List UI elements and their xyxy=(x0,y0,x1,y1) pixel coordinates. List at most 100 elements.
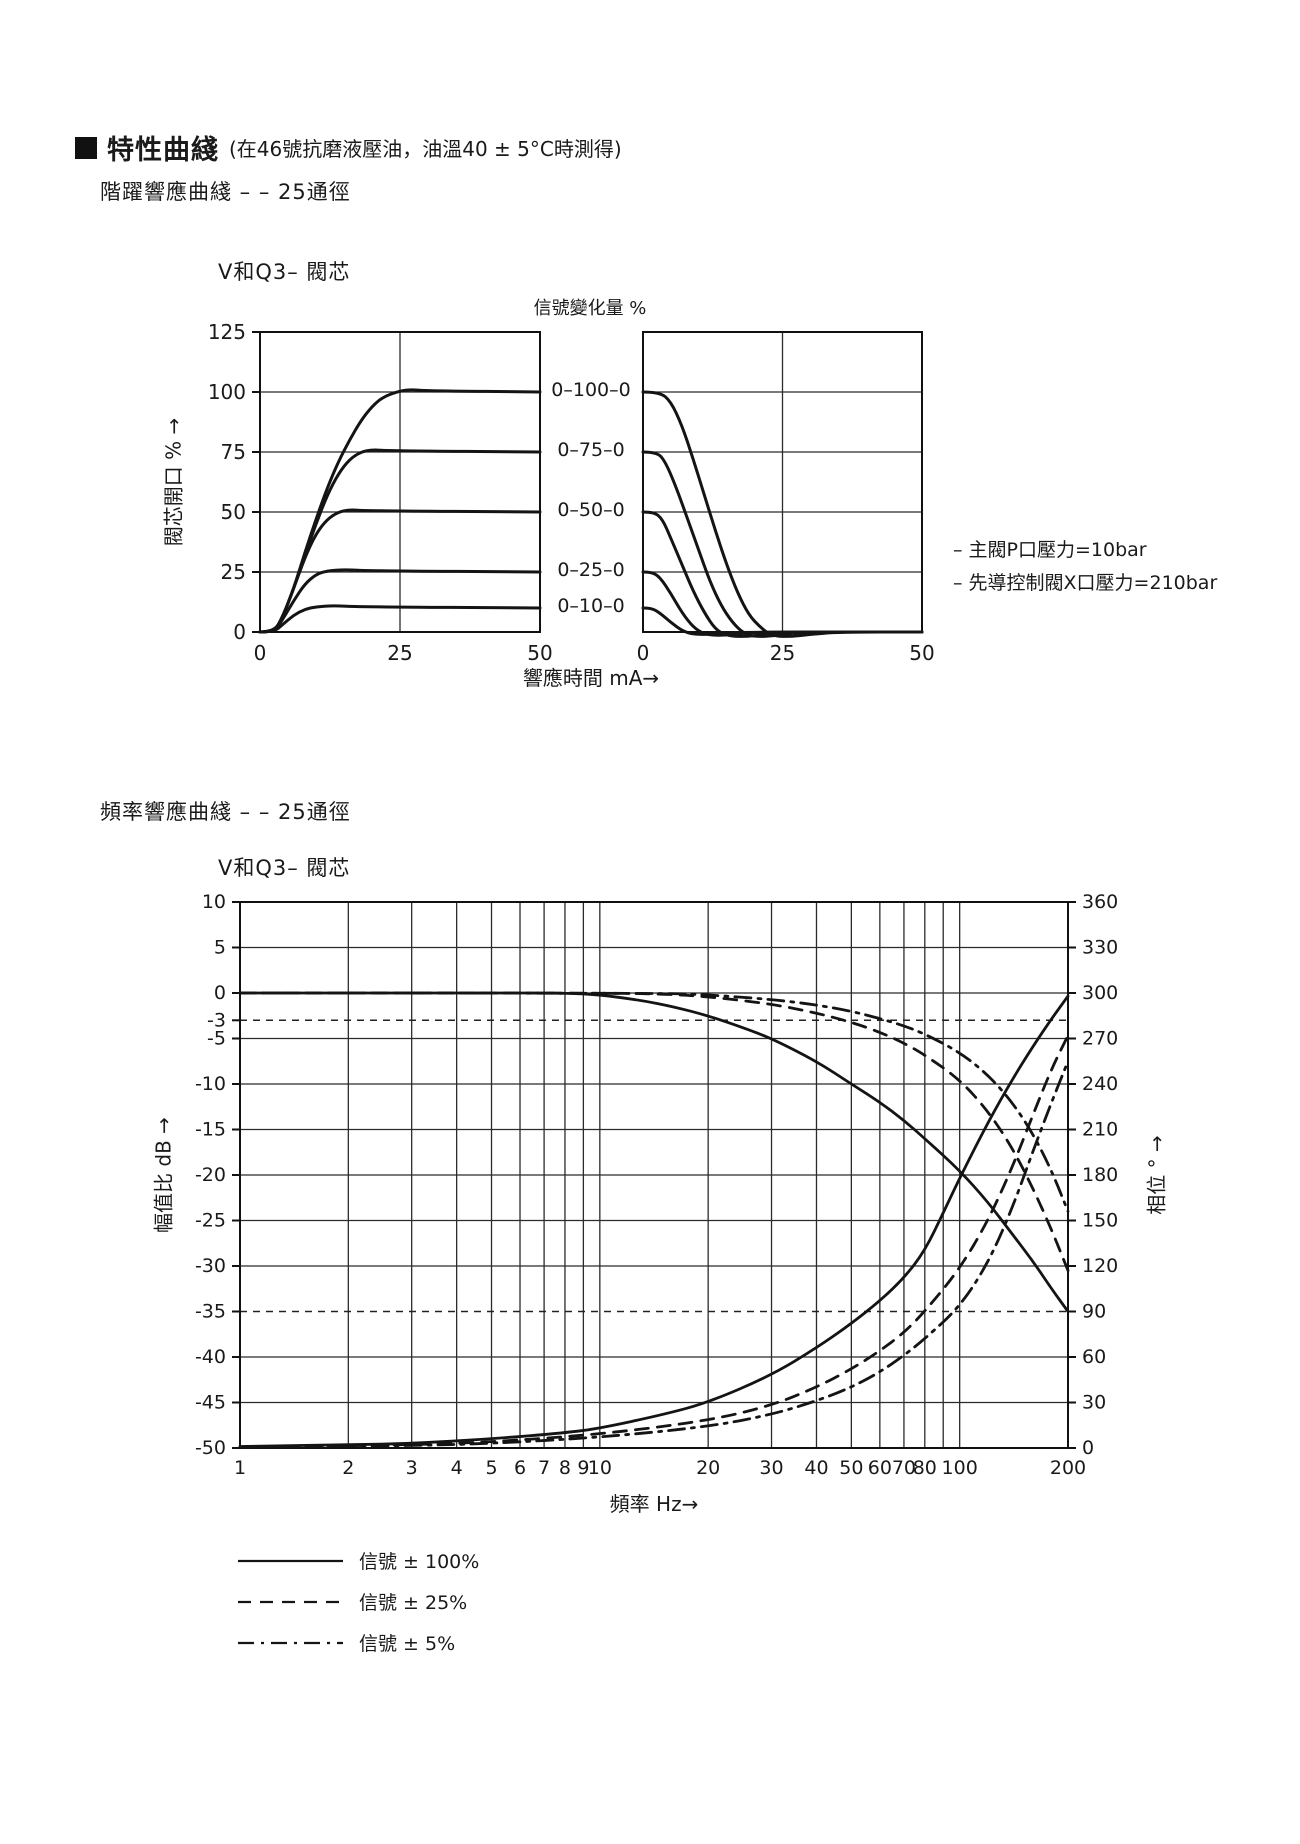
tick-label: 360 xyxy=(1082,891,1118,913)
tick-label: 7 xyxy=(538,1457,550,1479)
step-curve xyxy=(258,604,542,634)
tick-label: 240 xyxy=(1082,1073,1118,1095)
bode-phase-curve xyxy=(238,1034,1070,1449)
tick-label: 8 xyxy=(559,1457,571,1479)
dashdot-line-sample xyxy=(238,1641,343,1644)
tick-label: -35 xyxy=(195,1301,226,1323)
signal-label: 0–75–0 xyxy=(557,439,625,461)
tick-label: 120 xyxy=(1082,1255,1118,1277)
signal-label: 0–100–0 xyxy=(551,379,631,401)
tick-label: 100 xyxy=(208,380,246,404)
step-curve xyxy=(258,508,542,634)
tick-label: 300 xyxy=(1082,982,1118,1004)
tick-label: 180 xyxy=(1082,1164,1118,1186)
plot-border xyxy=(642,331,923,633)
legend-row: 信號 ± 25% xyxy=(238,1581,479,1622)
tick-label: 4 xyxy=(451,1457,463,1479)
section-header: 特性曲綫 (在46號抗磨液壓油，油溫40 ± 5°C時測得) xyxy=(75,128,622,167)
tick-label: 3 xyxy=(406,1457,418,1479)
step-curve xyxy=(258,388,542,634)
dashed-line-sample xyxy=(238,1600,343,1603)
tick-label: 125 xyxy=(208,320,246,344)
plot-border xyxy=(259,331,541,633)
bode-chart: 1050-3-5-10-15-20-25-30-35-40-45-5036033… xyxy=(195,891,1118,1479)
pressure-note: – 先導控制閥X口壓力=210bar xyxy=(953,572,1218,594)
bode-phase-curve xyxy=(238,1059,1070,1449)
tick-label: 200 xyxy=(1050,1457,1086,1479)
tick-label: 10 xyxy=(588,1457,612,1479)
legend-label: 信號 ± 100% xyxy=(359,1551,480,1573)
tick-label: 70 xyxy=(892,1457,916,1479)
tick-label: 20 xyxy=(696,1457,720,1479)
tick-label: 80 xyxy=(913,1457,937,1479)
tick-label: 6 xyxy=(514,1457,526,1479)
step-notes: – 主閥P口壓力=10bar – 先導控制閥X口壓力=210bar xyxy=(953,534,1217,600)
step-curve xyxy=(641,390,924,638)
tick-label: 30 xyxy=(1082,1392,1106,1414)
tick-label: 40 xyxy=(804,1457,828,1479)
tick-label: -45 xyxy=(195,1392,226,1414)
step-curve xyxy=(258,448,542,634)
tick-label: 150 xyxy=(1082,1210,1118,1232)
signal-column-header: 信號變化量 % xyxy=(533,298,647,319)
tick-label: 9 xyxy=(577,1457,589,1479)
tick-label: 1 xyxy=(234,1457,246,1479)
bode-phase-curve xyxy=(238,994,1070,1448)
signal-label: 0–25–0 xyxy=(557,559,625,581)
step-curve xyxy=(258,568,542,634)
tick-label: -30 xyxy=(195,1255,226,1277)
tick-label: 210 xyxy=(1082,1119,1118,1141)
signal-label: 0–10–0 xyxy=(557,595,625,617)
tick-label: 25 xyxy=(221,560,246,584)
tick-label: -10 xyxy=(195,1073,226,1095)
step-curve xyxy=(641,570,924,637)
freq-section-subtitle: 頻率響應曲綫 – – 25通徑 xyxy=(100,800,351,824)
step-curve xyxy=(641,450,924,638)
tick-label: 25 xyxy=(770,641,795,665)
tick-label: 90 xyxy=(1082,1301,1106,1323)
solid-line-sample xyxy=(238,1559,343,1562)
bode-right-axis-label: 相位 ° → xyxy=(1144,1135,1169,1215)
tick-label: 60 xyxy=(1082,1346,1106,1368)
tick-label: 2 xyxy=(342,1457,354,1479)
tick-label: 50 xyxy=(839,1457,863,1479)
legend-row: 信號 ± 100% xyxy=(238,1540,479,1581)
tick-label: -5 xyxy=(207,1028,226,1050)
tick-label: 5 xyxy=(214,937,226,959)
plot-border xyxy=(239,901,1069,1449)
tick-label: 10 xyxy=(202,891,226,913)
bode-legend: 信號 ± 100% 信號 ± 25% 信號 ± 5% xyxy=(238,1540,479,1663)
tick-label: 0 xyxy=(214,982,226,1004)
tick-label: 75 xyxy=(221,440,246,464)
legend-row: 信號 ± 5% xyxy=(238,1622,479,1663)
tick-label: 0 xyxy=(1082,1437,1094,1459)
section-marker-icon xyxy=(75,136,97,159)
step_closing-chart: 0 25 50 xyxy=(637,331,935,665)
bode-left-axis-label: 幅值比 dB → xyxy=(151,1117,176,1233)
bode-amp-curve xyxy=(238,991,1070,1213)
tick-label: -40 xyxy=(195,1346,226,1368)
step-x-axis-label: 響應時間 mA→ xyxy=(522,666,660,690)
legend-label: 信號 ± 5% xyxy=(359,1633,456,1655)
step-y-axis-label: 閥芯開口 % → xyxy=(161,417,186,547)
tick-label: 270 xyxy=(1082,1028,1118,1050)
tick-label: 25 xyxy=(387,641,412,665)
tick-label: -3 xyxy=(207,1009,226,1031)
tick-label: 330 xyxy=(1082,937,1118,959)
signal-label: 0–50–0 xyxy=(557,499,625,521)
pressure-note: – 主閥P口壓力=10bar xyxy=(953,539,1147,561)
tick-label: 30 xyxy=(759,1457,783,1479)
tick-label: -20 xyxy=(195,1164,226,1186)
tick-label: 50 xyxy=(221,500,246,524)
page-title: 特性曲綫 xyxy=(107,135,219,166)
tick-label: -50 xyxy=(195,1437,226,1459)
tick-label: -25 xyxy=(195,1210,226,1232)
tick-label: -15 xyxy=(195,1119,226,1141)
tick-label: 60 xyxy=(868,1457,892,1479)
step-curve xyxy=(641,510,924,638)
tick-label: 0 xyxy=(254,641,267,665)
step-section-subtitle: 階躍響應曲綫 – – 25通徑 xyxy=(100,180,351,204)
